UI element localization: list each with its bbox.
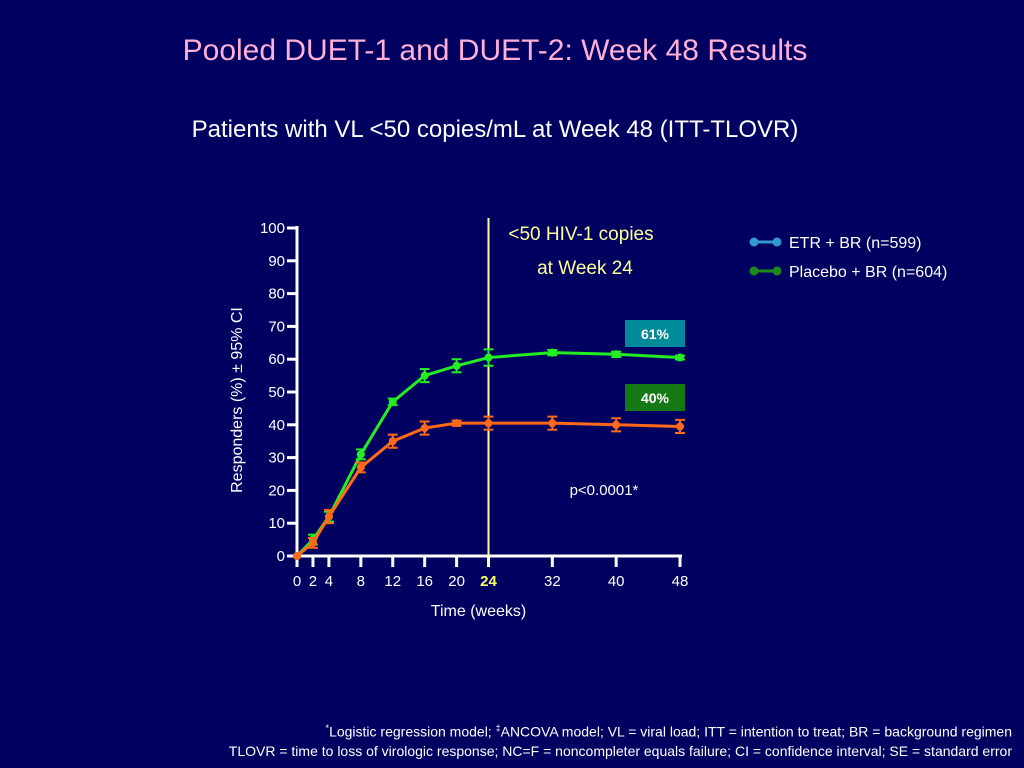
- legend-label: Placebo + BR (n=604): [789, 264, 947, 281]
- y-tick-label: 40: [268, 417, 285, 434]
- y-tick-label: 20: [268, 482, 285, 499]
- x-tick-label: 4: [325, 573, 333, 590]
- data-point: [612, 420, 621, 429]
- y-tick-label: 50: [268, 384, 285, 401]
- data-point: [484, 419, 493, 428]
- legend-label: ETR + BR (n=599): [789, 235, 922, 252]
- y-tick-label: 0: [277, 548, 285, 565]
- y-tick-label: 100: [260, 220, 285, 237]
- x-axis-title: Time (weeks): [431, 603, 526, 620]
- data-point: [420, 371, 429, 380]
- legend-marker: [772, 266, 782, 276]
- end-value-box: [625, 320, 685, 347]
- data-point: [548, 348, 557, 357]
- data-point: [293, 552, 301, 560]
- data-point: [676, 422, 684, 431]
- x-tick-label: 16: [416, 573, 433, 590]
- end-value-label: 40%: [641, 390, 670, 406]
- data-point: [420, 424, 429, 433]
- x-tick-label: 20: [448, 573, 465, 590]
- data-point: [308, 538, 317, 547]
- y-tick-label: 60: [268, 351, 285, 368]
- slide-subtitle: Patients with VL <50 copies/mL at Week 4…: [191, 116, 799, 143]
- legend-marker: [772, 237, 782, 247]
- legend-marker: [749, 266, 759, 276]
- footnote-line-1: *Logistic regression model; ‡ANCOVA mode…: [325, 723, 1012, 740]
- x-tick-label: 8: [357, 573, 365, 590]
- y-axis-title: Responders (%) ± 95% CI: [229, 307, 246, 493]
- data-point: [452, 419, 461, 428]
- y-tick-label: 90: [268, 253, 285, 270]
- reference-line-label: <50 HIV-1 copies: [508, 224, 653, 245]
- data-point: [548, 419, 557, 428]
- data-point: [452, 361, 461, 370]
- data-point: [388, 437, 397, 446]
- data-point: [388, 397, 397, 406]
- y-tick-label: 80: [268, 286, 285, 303]
- data-point: [356, 463, 365, 472]
- y-tick-label: 70: [268, 318, 285, 335]
- slide-title: Pooled DUET-1 and DUET-2: Week 48 Result…: [182, 34, 808, 67]
- end-value-box: [625, 384, 685, 411]
- p-value-annotation: p<0.0001*: [570, 482, 639, 499]
- x-tick-label: 2: [309, 573, 317, 590]
- reference-line-label: at Week 24: [537, 258, 633, 279]
- x-tick-label-highlight: 24: [480, 573, 497, 590]
- data-point: [356, 450, 365, 459]
- data-point: [612, 350, 621, 359]
- x-tick-label: 0: [293, 573, 301, 590]
- x-tick-label: 12: [384, 573, 401, 590]
- data-point: [484, 353, 493, 362]
- data-point: [324, 512, 333, 521]
- x-tick-label: 32: [544, 573, 561, 590]
- x-tick-label: 40: [608, 573, 625, 590]
- y-tick-label: 30: [268, 450, 285, 467]
- legend-marker: [749, 237, 759, 247]
- footnote: *Logistic regression model; ‡ANCOVA mode…: [229, 719, 1012, 761]
- footnote-line-2: TLOVR = time to loss of virologic respon…: [228, 742, 1012, 759]
- end-value-label: 61%: [641, 326, 670, 342]
- data-point: [676, 353, 684, 362]
- y-tick-label: 10: [268, 515, 285, 532]
- x-tick-label: 48: [672, 573, 689, 590]
